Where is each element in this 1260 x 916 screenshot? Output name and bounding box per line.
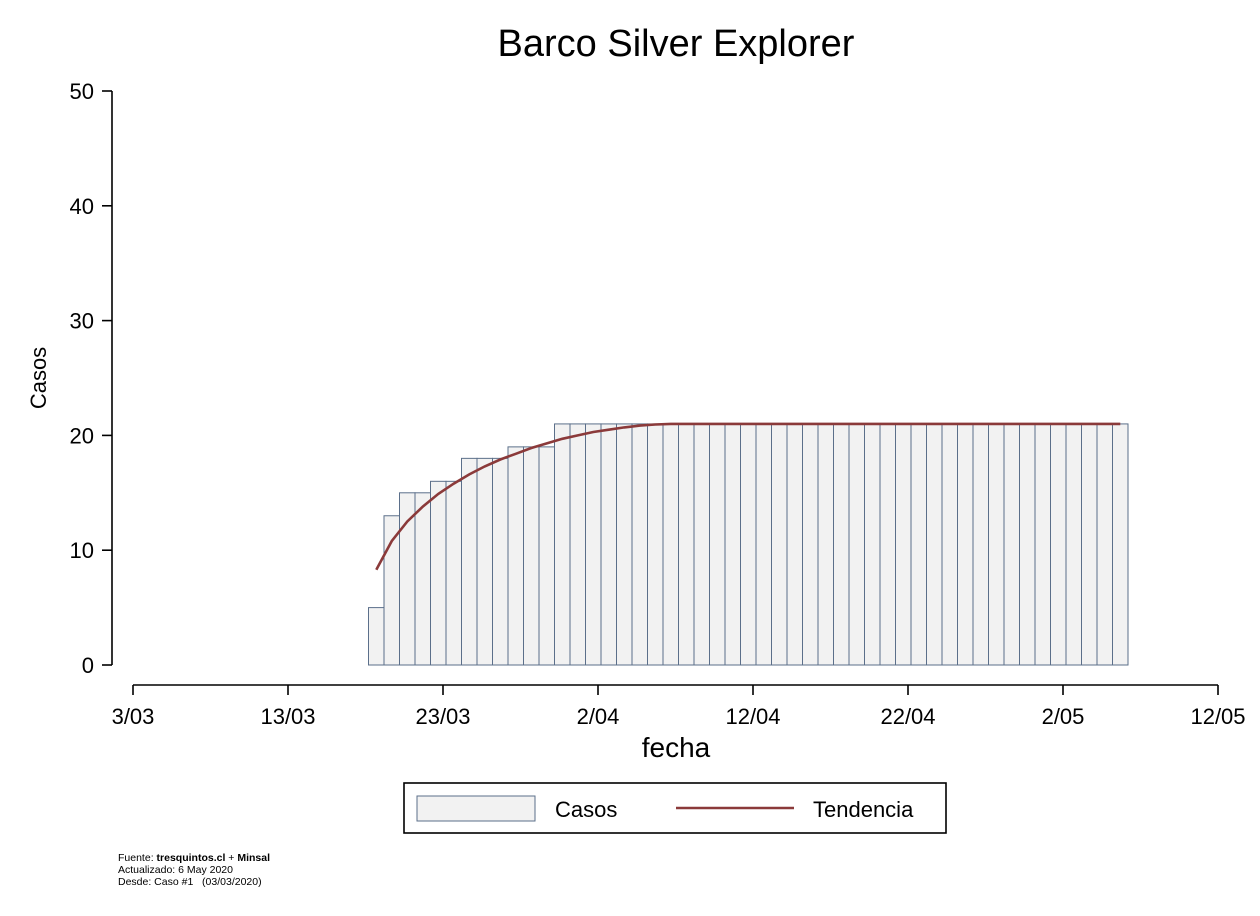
- trend-series: [375, 422, 1121, 571]
- bar: [755, 423, 772, 666]
- x-tick-label: 22/04: [880, 704, 935, 729]
- bar: [1081, 423, 1098, 666]
- y-tick-label: 10: [70, 538, 94, 563]
- bar: [1112, 423, 1129, 666]
- bar: [585, 423, 602, 666]
- bar: [616, 423, 633, 666]
- legend-swatch-casos: [416, 795, 536, 822]
- bar: [383, 515, 400, 666]
- footer-source: Fuente: tresquintos.cl + Minsal: [118, 852, 270, 864]
- bar: [538, 446, 555, 666]
- bar: [631, 423, 648, 666]
- bar: [569, 423, 586, 666]
- bar: [1034, 423, 1051, 666]
- y-tick-label: 0: [82, 653, 94, 678]
- y-tick-label: 30: [70, 309, 94, 334]
- bar: [554, 423, 571, 666]
- y-tick-label: 40: [70, 194, 94, 219]
- bar: [414, 492, 431, 666]
- bar: [1065, 423, 1082, 666]
- x-axis: 3/03 13/03 23/03 2/04 12/04 22/04 2/05 12/05: [112, 684, 1246, 729]
- bar: [957, 423, 974, 666]
- trend-line: [375, 422, 1121, 571]
- bar: [507, 446, 524, 666]
- bar: [399, 492, 416, 666]
- bar: [771, 423, 788, 666]
- footer-source-prefix: Fuente:: [118, 852, 157, 864]
- bar: [786, 423, 803, 666]
- bar: [910, 423, 927, 666]
- bar: [724, 423, 741, 666]
- x-tick-label: 2/04: [577, 704, 620, 729]
- bar: [926, 423, 943, 666]
- x-tick-label: 2/05: [1042, 704, 1085, 729]
- bar: [678, 423, 695, 666]
- y-axis-label: Casos: [26, 347, 51, 409]
- bar: [740, 423, 757, 666]
- bar: [492, 457, 509, 666]
- bar: [662, 423, 679, 666]
- x-tick-label: 12/04: [725, 704, 780, 729]
- x-axis-label: fecha: [642, 732, 711, 763]
- footer-source-sep: +: [225, 852, 238, 864]
- bar: [817, 423, 834, 666]
- y-tick-label: 20: [70, 423, 94, 448]
- legend: Casos Tendencia: [403, 782, 947, 834]
- bar: [647, 423, 664, 666]
- bar: [368, 607, 385, 666]
- bar: [988, 423, 1005, 666]
- y-axis: 0 10 20 30 40 50: [70, 79, 113, 678]
- x-tick-label: 23/03: [415, 704, 470, 729]
- bar: [1003, 423, 1020, 666]
- chart-title: Barco Silver Explorer: [498, 23, 855, 65]
- legend-label-casos: Casos: [555, 797, 617, 822]
- x-tick-label: 3/03: [112, 704, 155, 729]
- bar: [461, 457, 478, 666]
- bar: [864, 423, 881, 666]
- bar: [600, 423, 617, 666]
- bar: [430, 480, 447, 666]
- bar: [972, 423, 989, 666]
- bar: [693, 423, 710, 666]
- bar: [1050, 423, 1067, 666]
- footer: Fuente: tresquintos.cl + Minsal Actualiz…: [118, 852, 270, 888]
- bar: [1019, 423, 1036, 666]
- bar: [523, 446, 540, 666]
- bar: [1096, 423, 1113, 666]
- bar: [833, 423, 850, 666]
- bar: [445, 480, 462, 666]
- bar: [895, 423, 912, 666]
- footer-since: Desde: Caso #1 (03/03/2020): [118, 876, 262, 888]
- footer-updated: Actualizado: 6 May 2020: [118, 864, 233, 876]
- bar: [848, 423, 865, 666]
- legend-label-tendencia: Tendencia: [813, 797, 914, 822]
- y-tick-label: 50: [70, 79, 94, 104]
- bar: [476, 457, 493, 666]
- bar-series: [368, 423, 1129, 666]
- bar: [941, 423, 958, 666]
- x-tick-label: 12/05: [1190, 704, 1245, 729]
- bar: [709, 423, 726, 666]
- footer-source-org: Minsal: [237, 852, 271, 864]
- bar: [802, 423, 819, 666]
- x-tick-label: 13/03: [260, 704, 315, 729]
- footer-source-site: tresquintos.cl: [156, 852, 226, 864]
- bar: [879, 423, 896, 666]
